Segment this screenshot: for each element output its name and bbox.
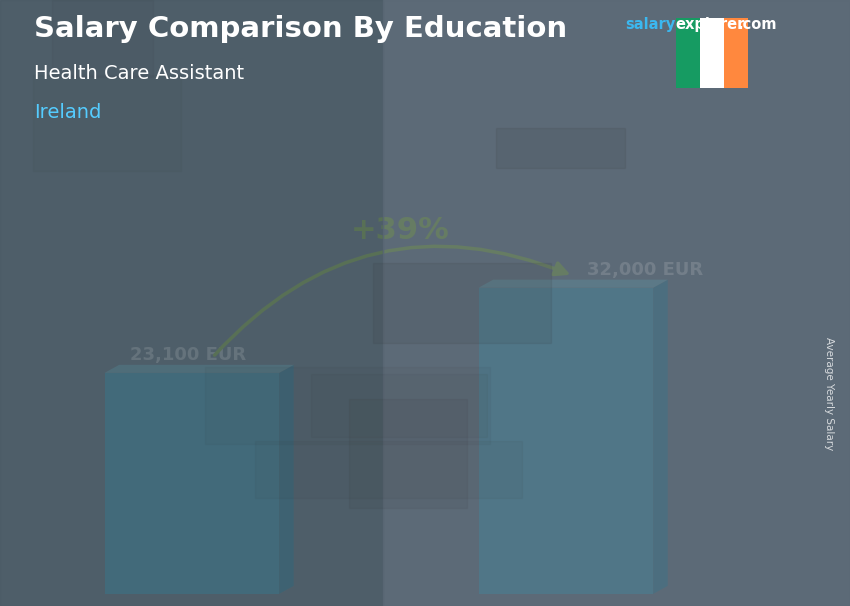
Text: Ireland: Ireland: [34, 103, 101, 122]
Bar: [496, 128, 625, 168]
Text: 32,000 EUR: 32,000 EUR: [586, 261, 703, 279]
Text: Average Yearly Salary: Average Yearly Salary: [824, 338, 834, 450]
Bar: [382, 0, 850, 606]
Text: salary: salary: [625, 17, 675, 32]
Bar: [724, 18, 748, 88]
Bar: [700, 18, 724, 88]
Polygon shape: [105, 365, 294, 373]
Bar: [479, 288, 653, 594]
Polygon shape: [279, 365, 294, 594]
Bar: [33, 75, 181, 171]
Text: Health Care Assistant: Health Care Assistant: [34, 64, 244, 82]
Polygon shape: [479, 280, 668, 288]
Bar: [205, 367, 490, 444]
Bar: [349, 399, 468, 508]
Bar: [105, 373, 279, 594]
Bar: [255, 441, 522, 498]
Text: explorer: explorer: [676, 17, 745, 32]
Text: 23,100 EUR: 23,100 EUR: [130, 346, 246, 364]
Text: Salary Comparison By Education: Salary Comparison By Education: [34, 15, 567, 43]
Bar: [52, 0, 153, 76]
Text: .com: .com: [738, 17, 777, 32]
Text: +39%: +39%: [350, 216, 449, 245]
Polygon shape: [653, 280, 668, 594]
Bar: [311, 374, 487, 437]
Bar: [0, 0, 382, 606]
Bar: [676, 18, 700, 88]
Bar: [373, 263, 551, 343]
